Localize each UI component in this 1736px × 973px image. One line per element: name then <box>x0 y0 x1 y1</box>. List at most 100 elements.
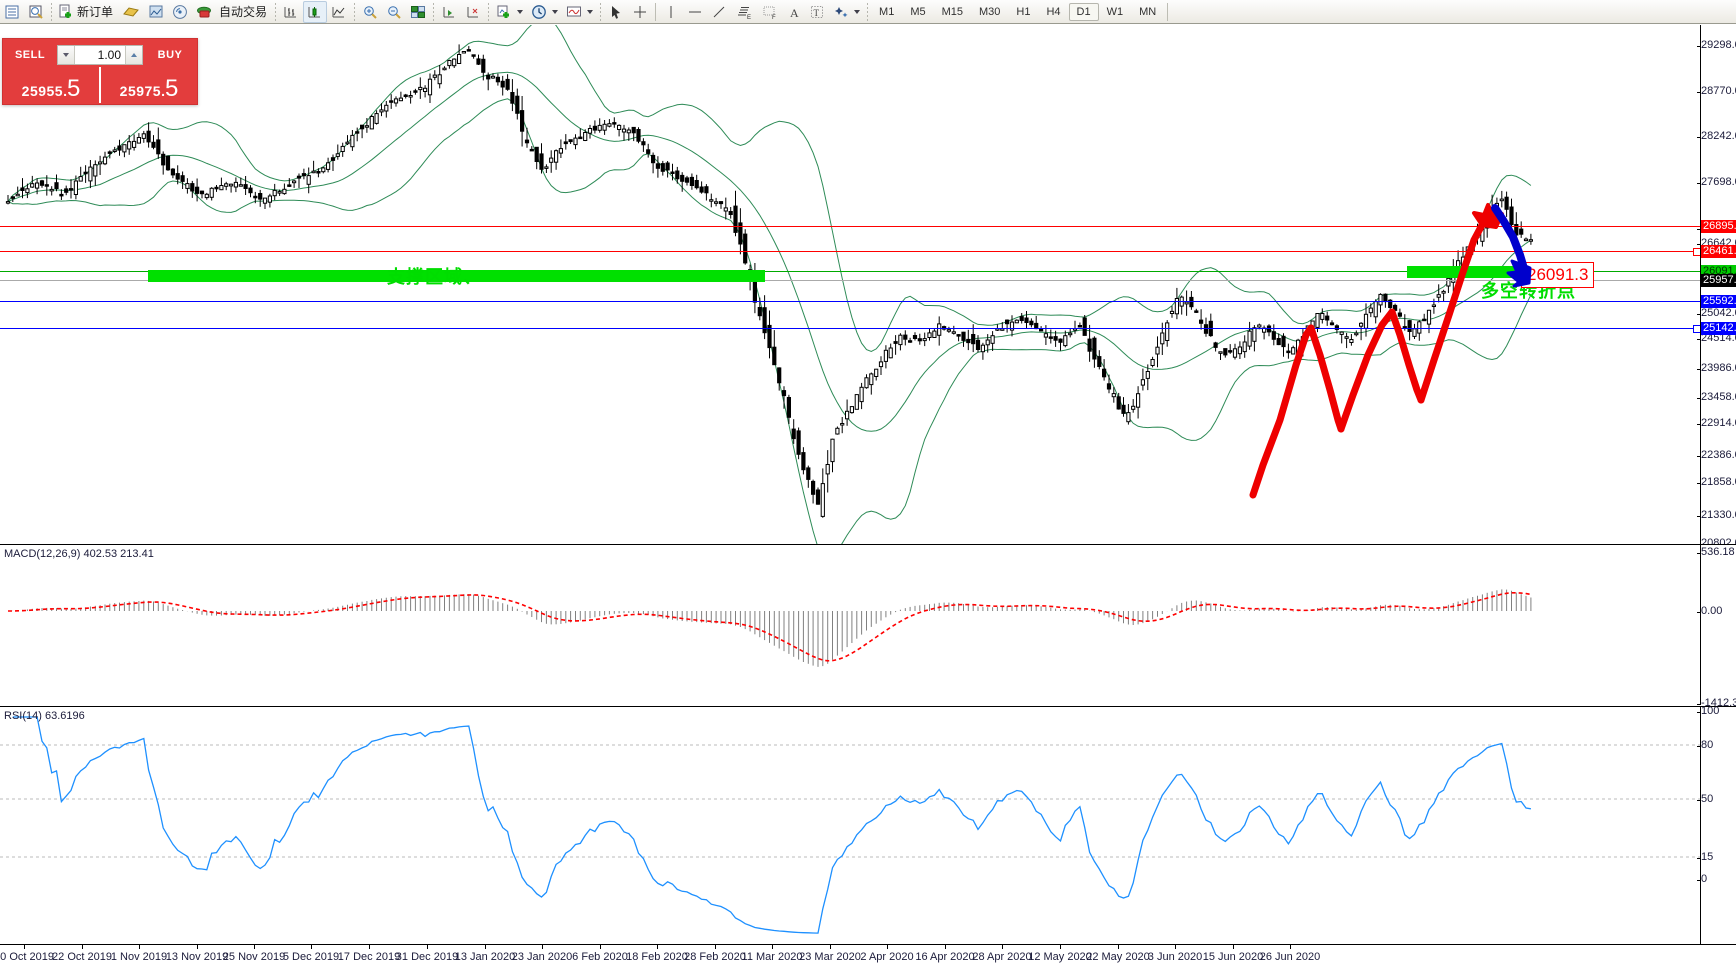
sell-price-button[interactable]: 25955. 5 <box>3 67 101 103</box>
buy-price-integer: 25975 <box>119 83 162 99</box>
price-tag-26091[interactable]: 26091.3 <box>1521 262 1595 288</box>
market-icon[interactable] <box>192 1 216 23</box>
rsi-series <box>0 716 1700 934</box>
timeframe-m15[interactable]: M15 <box>941 5 963 18</box>
date-axis[interactable]: 10 Oct 2019 22 Oct 2019 1 Nov 2019 13 Nov 2… <box>0 944 1736 973</box>
chart-area[interactable]: 支撑区域、 多空转折点 26091.3 29298.028770.028242.… <box>0 25 1736 973</box>
metaeditor-icon[interactable] <box>118 1 144 23</box>
chevron-down-icon[interactable] <box>587 9 594 14</box>
buy-label[interactable]: BUY <box>157 48 183 61</box>
resistance-line-26461[interactable] <box>0 251 1700 252</box>
date-tick: 2 Apr 2020 <box>860 951 914 963</box>
price-label-25142-8[interactable]: 25142.8 <box>1701 322 1736 335</box>
auto-scroll-icon[interactable] <box>437 1 461 23</box>
strategy-tester-icon[interactable] <box>144 1 168 23</box>
timeframe-m1[interactable]: M1 <box>879 5 895 18</box>
timeframe-mn[interactable]: MN <box>1139 5 1157 18</box>
price-label-26461-0[interactable]: 26461.0 <box>1701 245 1736 258</box>
order-panel-top: SELL 1.00 BUY <box>3 39 197 67</box>
price-tick: 29298.0 <box>1697 39 1736 51</box>
support-line-26091[interactable] <box>0 271 1700 272</box>
price-tick: 24514.0 <box>1697 332 1736 344</box>
volume-dropdown-icon[interactable] <box>58 45 75 64</box>
crosshair-icon[interactable] <box>628 1 652 23</box>
support-zone-annotation[interactable]: 支撑区域、 <box>387 267 482 288</box>
vertical-line-icon[interactable] <box>659 1 683 23</box>
rsi-pane[interactable]: RSI(14) 63.6196 100 80 50 15 0 <box>0 705 1736 945</box>
date-tick: 5 Dec 2019 <box>282 951 340 963</box>
trendline-icon[interactable] <box>707 1 731 23</box>
text-icon[interactable]: A <box>783 1 805 23</box>
horizontal-line-icon[interactable] <box>683 1 707 23</box>
one-click-trading-panel[interactable]: SELL 1.00 BUY 25955. 5 25975. 5 <box>2 38 198 105</box>
candlestick-chart-icon[interactable] <box>303 0 328 23</box>
timeframe-d1[interactable]: D1 <box>1068 2 1099 21</box>
market-watch-icon[interactable] <box>0 1 24 23</box>
price-label-25592-9[interactable]: 25592.9 <box>1701 295 1736 308</box>
macd-series <box>8 589 1532 667</box>
tile-windows-icon[interactable] <box>406 1 430 23</box>
price-pane[interactable]: 支撑区域、 多空转折点 26091.3 29298.028770.028242.… <box>0 25 1736 549</box>
sell-label[interactable]: SELL <box>14 48 46 61</box>
macd-pane[interactable]: MACD(12,26,9) 402.53 213.41 536.18 0.00 -1… <box>0 544 1736 709</box>
price-tick: 21330.0 <box>1697 509 1736 521</box>
date-tick: 3 Jun 2020 <box>1147 951 1203 963</box>
autotrading-button[interactable]: 自动交易 <box>216 1 272 23</box>
resistance-line-26895[interactable] <box>0 226 1700 227</box>
date-tick-mark <box>1233 945 1234 949</box>
date-tick: 17 Dec 2019 <box>337 951 401 963</box>
price-label-25957-0[interactable]: 25957.0 <box>1701 274 1736 287</box>
toolbar-separator <box>433 2 435 21</box>
chevron-down-icon[interactable] <box>854 9 861 14</box>
date-tick: 25 Nov 2019 <box>222 951 286 963</box>
toolbar-separator <box>354 2 356 21</box>
price-label-26895-1[interactable]: 26895.1 <box>1701 220 1736 233</box>
timeframe-m30[interactable]: M30 <box>979 5 1001 18</box>
chevron-down-icon[interactable] <box>517 9 524 14</box>
fibonacci-icon[interactable]: E <box>731 1 757 23</box>
volume-value[interactable]: 1.00 <box>97 47 121 62</box>
svg-text:F: F <box>772 15 776 20</box>
templates-button[interactable] <box>562 1 597 23</box>
buy-price-button[interactable]: 25975. 5 <box>101 67 197 103</box>
line-chart-icon[interactable] <box>327 1 351 23</box>
support-zone-band-left[interactable] <box>148 270 765 282</box>
equidistant-channel-icon[interactable]: F <box>757 1 783 23</box>
support-line-25142[interactable] <box>0 328 1700 329</box>
timeframe-w1[interactable]: W1 <box>1106 5 1124 18</box>
text-label-icon[interactable]: T <box>805 1 829 23</box>
zoom-in-icon[interactable] <box>358 1 382 23</box>
macd-axis-line <box>1700 545 1701 705</box>
timeframe-h1[interactable]: H1 <box>1016 5 1031 18</box>
signals-icon[interactable] <box>168 1 192 23</box>
period-button[interactable] <box>527 1 562 23</box>
data-window-icon[interactable] <box>24 1 48 23</box>
new-order-button[interactable]: 新订单 <box>55 1 118 23</box>
price-tick: 25042.0 <box>1697 307 1736 319</box>
date-tick-mark <box>1290 945 1291 949</box>
price-tick: 21858.0 <box>1697 476 1736 488</box>
support-line-25592[interactable] <box>0 301 1700 302</box>
timeframe-h4[interactable]: H4 <box>1046 5 1061 18</box>
chart-shift-icon[interactable] <box>461 1 485 23</box>
chevron-down-icon[interactable] <box>552 9 559 14</box>
date-tick-mark <box>311 945 312 949</box>
rsi-tick: 15 <box>1696 851 1714 863</box>
sell-price-integer: 25955 <box>21 83 64 99</box>
date-tick-mark <box>772 945 773 949</box>
price-axis-line <box>1700 25 1701 544</box>
toolbar-separator <box>867 2 869 21</box>
indicators-button[interactable] <box>492 1 527 23</box>
new-order-label: 新订单 <box>77 5 114 19</box>
timeframe-m5[interactable]: M5 <box>910 5 926 18</box>
volume-field[interactable]: 1.00 <box>57 44 143 65</box>
volume-up-icon[interactable] <box>125 45 142 64</box>
date-tick: 11 Mar 2020 <box>741 951 803 963</box>
date-tick-mark <box>600 945 601 949</box>
bar-chart-icon[interactable] <box>279 1 303 23</box>
zoom-out-icon[interactable] <box>382 1 406 23</box>
sell-price-dot: . <box>63 83 67 99</box>
cursor-icon[interactable] <box>604 1 628 23</box>
shapes-button[interactable] <box>829 1 864 23</box>
toolbar-separator <box>488 2 490 21</box>
